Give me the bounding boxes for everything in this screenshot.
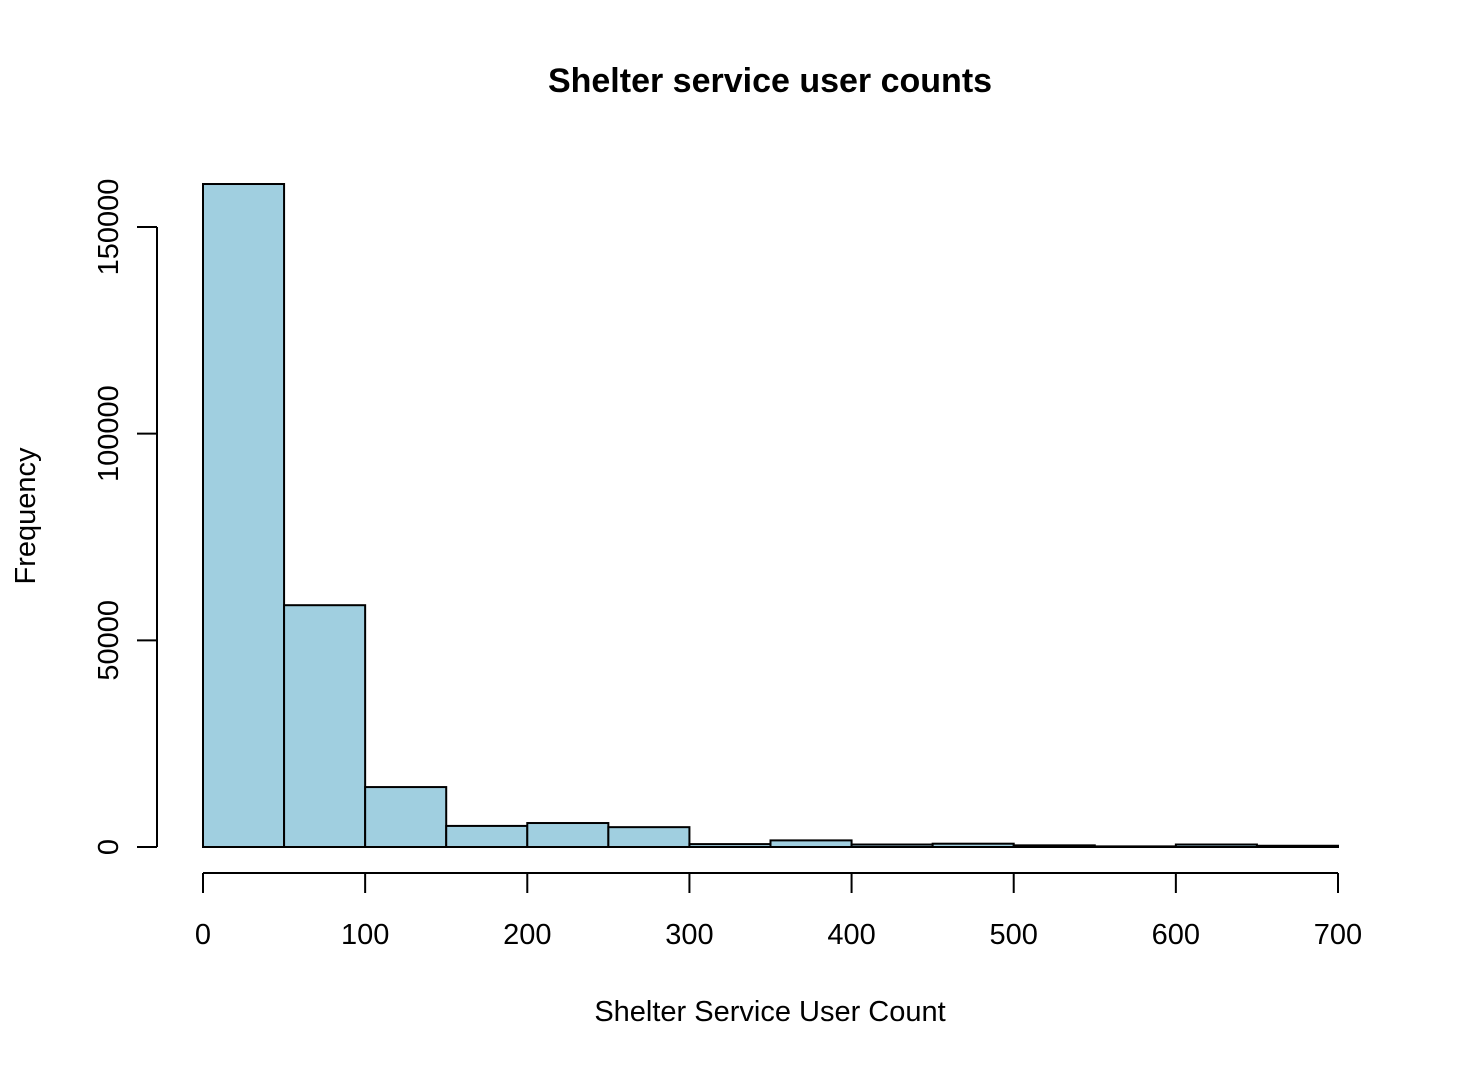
histogram-bar bbox=[931, 842, 1015, 849]
x-tick-label: 500 bbox=[990, 919, 1038, 951]
y-axis-label: Frequency bbox=[10, 447, 42, 585]
x-tick-label: 200 bbox=[503, 919, 551, 951]
y-tick-label: 50000 bbox=[93, 600, 125, 681]
histogram-bar bbox=[1174, 843, 1258, 849]
y-tick-label: 100000 bbox=[93, 385, 125, 482]
histogram-bar bbox=[769, 839, 853, 848]
x-axis-label: Shelter Service User Count bbox=[594, 996, 945, 1028]
histogram-bar bbox=[1012, 844, 1096, 849]
chart-title: Shelter service user counts bbox=[548, 62, 992, 100]
x-tick-label: 100 bbox=[341, 919, 389, 951]
histogram-bar bbox=[526, 822, 610, 849]
y-tick-label: 150000 bbox=[93, 179, 125, 276]
y-tick-label: 0 bbox=[93, 839, 125, 855]
x-tick-label: 700 bbox=[1314, 919, 1362, 951]
histogram-bar bbox=[202, 183, 286, 849]
x-tick-label: 0 bbox=[195, 919, 211, 951]
x-tick-label: 400 bbox=[827, 919, 875, 951]
histogram-bar bbox=[1255, 844, 1340, 849]
x-tick-label: 600 bbox=[1152, 919, 1200, 951]
histogram-bar bbox=[1093, 845, 1177, 849]
histogram-bar bbox=[607, 826, 691, 848]
histogram-bar bbox=[283, 604, 367, 849]
histogram-bar bbox=[688, 843, 772, 849]
histogram-bar bbox=[850, 843, 934, 849]
x-tick-label: 300 bbox=[665, 919, 713, 951]
histogram-bar bbox=[445, 824, 529, 848]
histogram-bar bbox=[364, 786, 448, 848]
